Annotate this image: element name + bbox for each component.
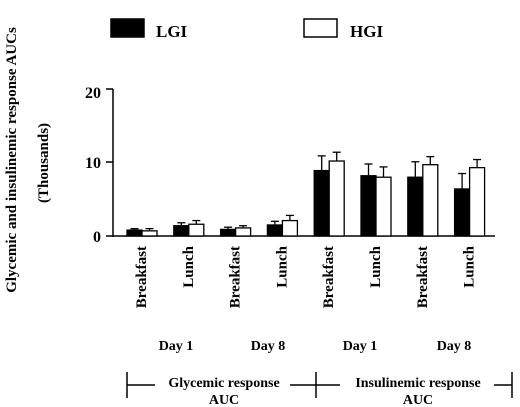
legend-swatch-lgi bbox=[110, 18, 145, 38]
group-label-insulinemic-line1: Insulinemic response bbox=[355, 376, 480, 391]
bar-lgi-7 bbox=[407, 176, 424, 237]
category-label-5: Breakfast bbox=[321, 246, 337, 308]
bar-lgi-1 bbox=[126, 229, 143, 237]
bar-lgi-2 bbox=[173, 225, 190, 237]
legend-label-hgi: HGI bbox=[350, 22, 383, 41]
category-label-4: Lunch bbox=[274, 245, 290, 287]
category-label-1: Breakfast bbox=[134, 246, 150, 308]
bar-hgi-2 bbox=[188, 223, 205, 237]
day-label-1: Day 1 bbox=[159, 339, 194, 354]
y-axis-title: Glycemic and insulinemic response AUCs bbox=[4, 27, 20, 293]
bar-lgi-6 bbox=[360, 175, 377, 237]
category-label-2: Lunch bbox=[181, 245, 197, 287]
bar-lgi-8 bbox=[453, 188, 471, 237]
y-tick-label-0: 0 bbox=[93, 229, 101, 246]
y-tick-label-10: 10 bbox=[85, 155, 101, 172]
bar-lgi-3 bbox=[219, 228, 237, 237]
bar-hgi-7 bbox=[422, 164, 439, 237]
group-brackets bbox=[126, 372, 513, 398]
day-label-2: Day 8 bbox=[251, 339, 286, 354]
group-label-insulinemic-line2: AUC bbox=[403, 393, 433, 407]
bar-hgi-6 bbox=[375, 176, 392, 237]
bar-hgi-5 bbox=[328, 160, 345, 237]
bar-hgi-4 bbox=[281, 219, 299, 237]
group-label-glycemic-line2: AUC bbox=[209, 393, 239, 407]
bar-hgi-8 bbox=[468, 166, 486, 237]
bar-hgi-1 bbox=[141, 230, 158, 237]
day-label-4: Day 8 bbox=[437, 339, 472, 354]
legend: LGI HGI bbox=[110, 18, 383, 41]
category-label-6: Lunch bbox=[368, 245, 384, 287]
y-axis: 0 10 20 bbox=[85, 85, 114, 246]
legend-swatch-hgi bbox=[303, 18, 338, 38]
y-axis-unit: (Thousands) bbox=[36, 123, 52, 203]
day-label-3: Day 1 bbox=[343, 339, 378, 354]
y-tick-label-20: 20 bbox=[85, 85, 101, 102]
category-label-3: Breakfast bbox=[228, 246, 244, 308]
category-labels: Breakfast Lunch Breakfast Lunch Breakfast Lun… bbox=[134, 245, 478, 308]
bar-lgi-5 bbox=[313, 169, 330, 237]
bar-lgi-4 bbox=[266, 224, 284, 237]
bars bbox=[126, 151, 486, 237]
bar-hgi-3 bbox=[234, 227, 252, 237]
legend-label-lgi: LGI bbox=[156, 22, 188, 41]
category-label-8: Lunch bbox=[462, 245, 478, 287]
category-label-7: Breakfast bbox=[415, 246, 431, 308]
group-label-glycemic-line1: Glycemic response bbox=[168, 376, 279, 391]
